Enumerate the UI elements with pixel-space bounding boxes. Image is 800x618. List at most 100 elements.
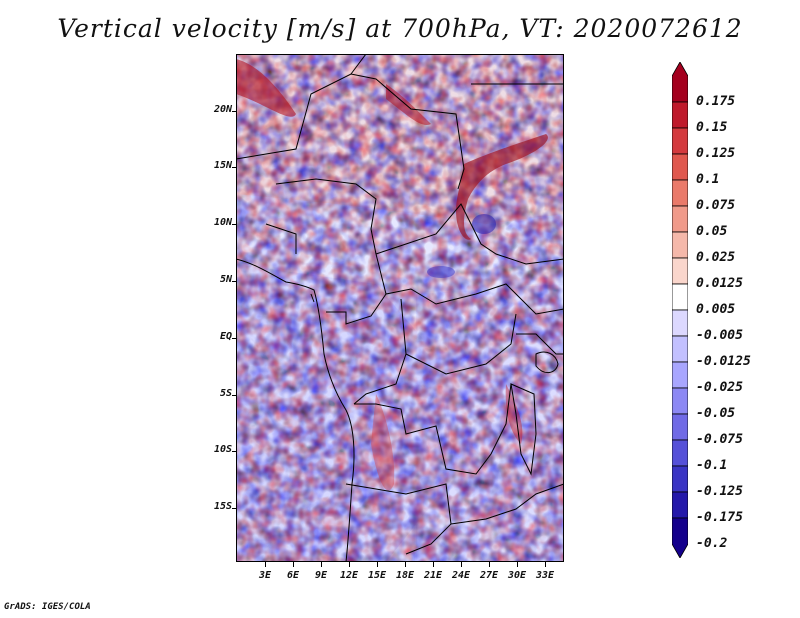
downdraft-center	[472, 214, 496, 234]
colorbar-label: 0.075	[696, 198, 736, 213]
updraft-south	[371, 394, 395, 491]
border-uganda	[516, 333, 564, 355]
colorbar-label: -0.025	[696, 380, 743, 395]
colorbar-label: 0.025	[696, 250, 736, 265]
lon-tick-mark	[293, 562, 294, 567]
lon-tick-mark	[517, 562, 518, 567]
colorbar-cell	[672, 335, 688, 363]
coastline	[236, 258, 355, 562]
lat-tick-mark	[232, 281, 237, 282]
colorbar-cell	[672, 101, 688, 129]
colorbar-label: 0.1	[696, 172, 720, 187]
lon-tick-mark	[377, 562, 378, 567]
border-central	[375, 203, 564, 265]
colorbar-cell	[672, 465, 688, 493]
colorbar-cell	[672, 283, 688, 311]
colorbar-cell	[672, 127, 688, 155]
lat-tick-label: 15N	[213, 160, 232, 171]
colorbar-cell	[672, 231, 688, 259]
border-drc-s	[354, 383, 512, 475]
lon-tick-mark	[489, 562, 490, 567]
lon-tick-mark	[321, 562, 322, 567]
colorbar-cell	[672, 387, 688, 415]
island-bioko	[310, 293, 315, 303]
lon-tick-label: 27E	[479, 570, 499, 581]
lon-tick-mark	[265, 562, 266, 567]
border-angola	[345, 483, 452, 555]
colorbar-cell	[672, 257, 688, 285]
lon-tick-mark	[461, 562, 462, 567]
colorbar-cell	[672, 179, 688, 207]
red-texture	[236, 54, 564, 562]
colorbar	[672, 62, 688, 558]
colorbar-cell	[672, 413, 688, 441]
colorbar-cell	[672, 517, 688, 558]
colorbar-cell	[672, 205, 688, 233]
border-congo	[353, 298, 407, 405]
colorbar-label: 0.125	[696, 146, 736, 161]
border-west	[265, 223, 297, 254]
lat-tick-label: 5N	[219, 274, 232, 285]
lat-tick-label: 5S	[219, 388, 232, 399]
downdraft-central	[427, 266, 455, 278]
velocity-field-svg	[236, 54, 564, 562]
lat-tick-mark	[232, 111, 237, 112]
boundaries	[236, 54, 564, 562]
lat-tick-mark	[232, 451, 237, 452]
lat-tick-mark	[232, 395, 237, 396]
border-north	[236, 73, 465, 190]
lat-tick-mark	[232, 224, 237, 225]
border-mid	[275, 178, 377, 255]
lon-tick-mark	[545, 562, 546, 567]
lat-tick-label: 10N	[213, 217, 232, 228]
border-n1	[350, 54, 367, 75]
lat-tick-mark	[232, 338, 237, 339]
colorbar-label: 0.005	[696, 302, 736, 317]
colorbar-label: -0.005	[696, 328, 743, 343]
lon-tick-label: 3E	[258, 570, 272, 581]
border-gabon	[326, 293, 387, 325]
colorbar-cells	[672, 62, 688, 558]
colorbar-label: -0.1	[696, 458, 728, 473]
colorbar-cell	[672, 491, 688, 519]
lon-tick-label: 6E	[286, 570, 300, 581]
grads-credit: GrADS: IGES/COLA	[4, 602, 91, 612]
lon-tick-label: 24E	[451, 570, 471, 581]
strong-updraft-nw	[236, 59, 296, 117]
colorbar-label: -0.05	[696, 406, 736, 421]
colorbar-label: 0.15	[696, 120, 728, 135]
colorbar-label: -0.2	[696, 536, 728, 551]
lat-tick-label: 15S	[213, 501, 232, 512]
border-car	[375, 253, 564, 315]
lon-tick-label: 30E	[507, 570, 527, 581]
lon-tick-label: 9E	[314, 570, 328, 581]
colorbar-cell	[672, 153, 688, 181]
lon-tick-label: 21E	[423, 570, 443, 581]
lon-tick-label: 12E	[339, 570, 359, 581]
lon-tick-mark	[349, 562, 350, 567]
lon-tick-label: 18E	[395, 570, 415, 581]
lake-victoria	[535, 351, 559, 373]
colorbar-cell	[672, 361, 688, 389]
lon-tick-mark	[405, 562, 406, 567]
lat-tick-mark	[232, 167, 237, 168]
colorbar-label: -0.075	[696, 432, 743, 447]
colorbar-cell	[672, 62, 688, 103]
lon-tick-label: 15E	[367, 570, 387, 581]
colorbar-label: 0.175	[696, 94, 736, 109]
colorbar-label: -0.175	[696, 510, 743, 525]
colorbar-cell	[672, 439, 688, 467]
border-drc-n	[405, 313, 517, 375]
colorbar-label: -0.125	[696, 484, 743, 499]
colorbar-label: -0.0125	[696, 354, 751, 369]
border-zambia	[450, 483, 564, 525]
vertical-velocity-field	[236, 54, 564, 562]
map-title: Vertical velocity [m/s] at 700hPa, VT: 2…	[57, 14, 743, 43]
lat-tick-mark	[232, 508, 237, 509]
colorbar-label: 0.05	[696, 224, 728, 239]
strong-updraft-n	[386, 84, 431, 125]
lon-tick-label: 33E	[535, 570, 555, 581]
lat-tick-label: 10S	[213, 444, 232, 455]
colorbar-label: 0.0125	[696, 276, 743, 291]
lat-tick-label: 20N	[213, 104, 232, 115]
